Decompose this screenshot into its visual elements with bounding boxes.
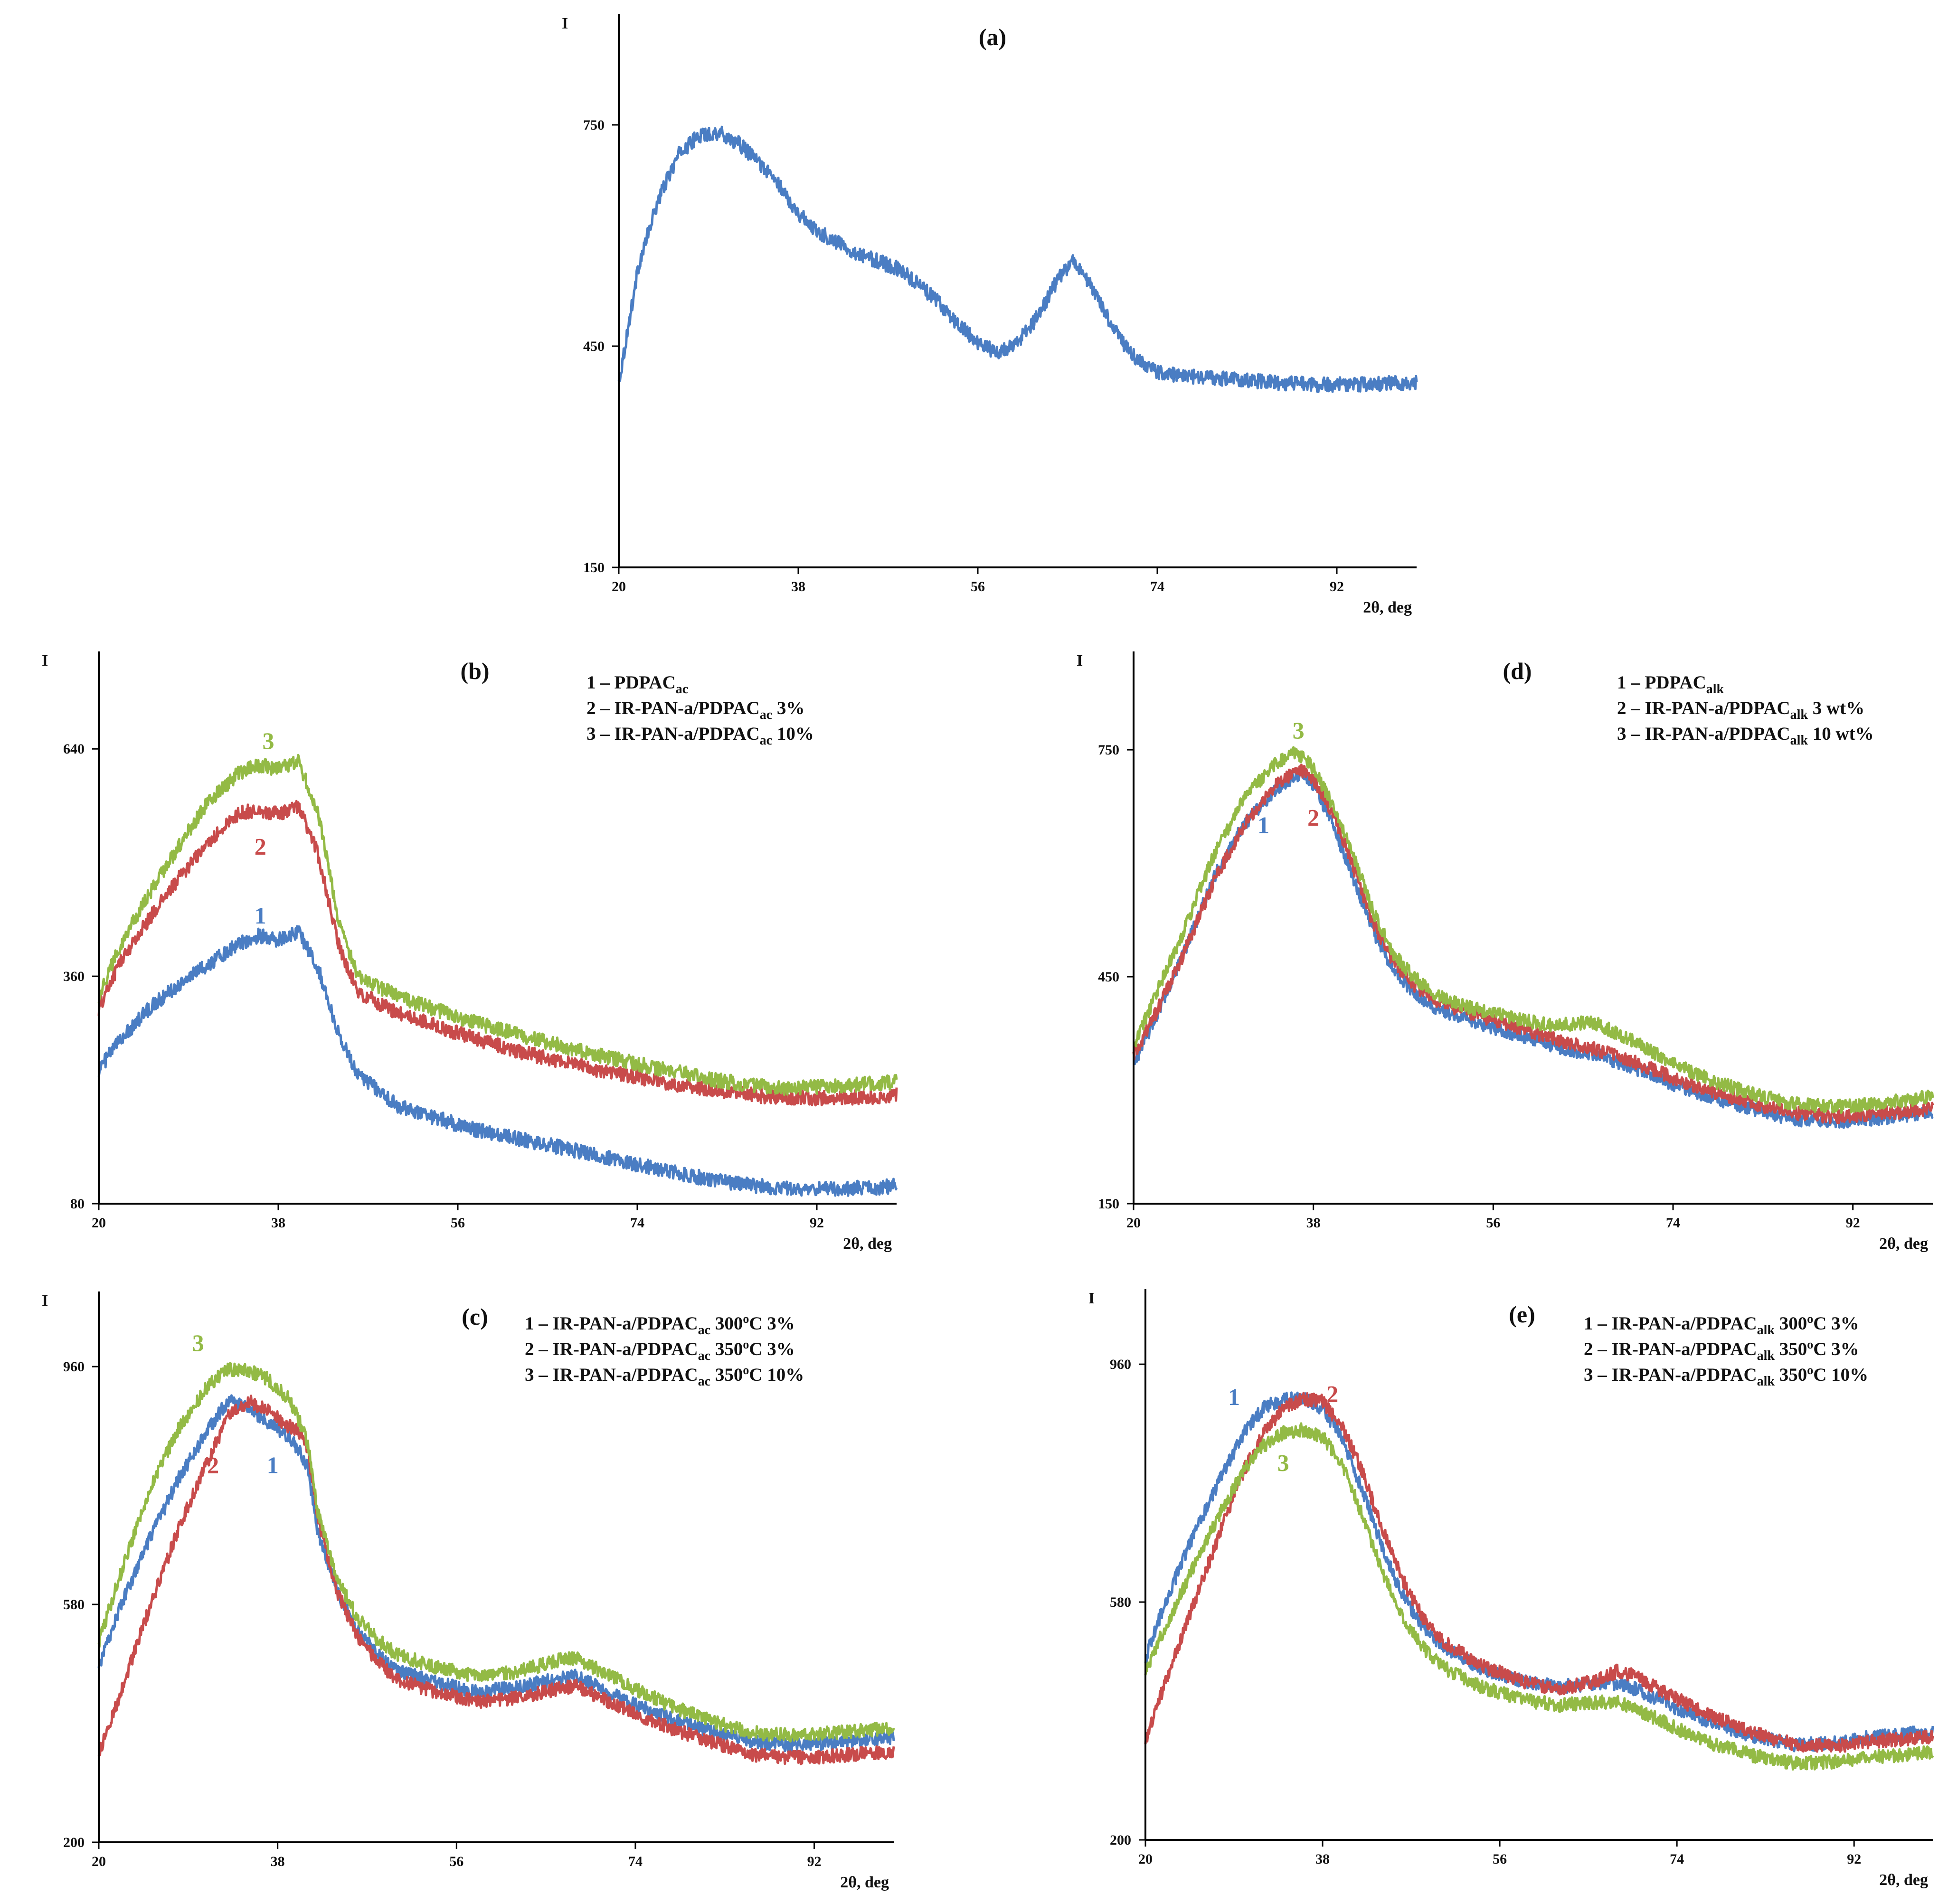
y-tick-label: 200: [1110, 1832, 1131, 1848]
series-line-2: [97, 800, 898, 1107]
series-line-1: [97, 925, 898, 1197]
x-axis-label: 2θ, deg: [1363, 599, 1412, 616]
y-tick-label: 150: [1098, 1196, 1119, 1212]
series-line-2: [1132, 763, 1934, 1124]
x-tick-label: 20: [1138, 1851, 1153, 1867]
x-tick-label: 20: [612, 579, 626, 594]
x-tick-label: 38: [791, 579, 805, 594]
chart-panel-e: (e) 20 38 56 74 92 200 580 960 I 2θ, deg 1 – IR-PA…: [1088, 1289, 1934, 1889]
y-tick-label: 960: [1110, 1357, 1131, 1372]
legend-entry-1: 1 – PDPACac: [586, 672, 688, 697]
y-tick-label: 360: [63, 969, 85, 984]
panel-title: (b): [460, 658, 489, 684]
curve-label-1: 1: [255, 902, 266, 929]
x-tick-label: 56: [1486, 1215, 1500, 1231]
panel-title: (d): [1503, 658, 1532, 684]
x-tick-label: 20: [1126, 1215, 1141, 1231]
legend-entry-3: 3 – IR-PAN-a/PDPACalk 350oC 10%: [1584, 1363, 1868, 1389]
curve-label-2: 2: [207, 1452, 219, 1478]
panel-title: (c): [462, 1303, 488, 1330]
legend-entry-3: 3 – IR-PAN-a/PDPACac 10%: [586, 724, 814, 748]
y-tick-label: 450: [583, 339, 605, 354]
x-axis-label: 2θ, deg: [840, 1874, 889, 1891]
y-tick-label: 150: [583, 560, 605, 575]
series-line-3: [1144, 1422, 1934, 1771]
curve-label-3: 3: [192, 1329, 204, 1356]
curve-label-2: 2: [1326, 1380, 1338, 1407]
chart-panel-d: (d) 20 38 56 74 92 150 450 750 I 2θ, deg 1 – PDPAC…: [1077, 651, 1934, 1253]
curve-label-1: 1: [1258, 811, 1269, 838]
x-tick-label: 74: [630, 1215, 644, 1231]
legend-entry-1: 1 – PDPACalk: [1617, 672, 1724, 697]
x-axis-label: 2θ, deg: [1879, 1235, 1928, 1253]
legend-entry-2: 2 – IR-PAN-a/PDPACac 350oC 3%: [525, 1338, 795, 1363]
legend-entry-2: 2 – IR-PAN-a/PDPACalk 350oC 3%: [1584, 1338, 1859, 1363]
x-tick-label: 74: [1666, 1215, 1680, 1231]
x-tick-label: 56: [449, 1854, 463, 1869]
x-tick-label: 92: [1330, 579, 1344, 594]
chart-panel-b: (b) 20 38 56 74 92 80 360 640 I 2θ, deg 1 – PDPACa…: [42, 651, 898, 1253]
y-tick-label: 640: [63, 741, 85, 757]
legend-entry-3: 3 – IR-PAN-a/PDPACalk 10 wt%: [1617, 724, 1874, 748]
x-tick-label: 74: [1670, 1851, 1684, 1867]
series-line-3: [1133, 746, 1934, 1114]
x-tick-label: 56: [971, 579, 985, 594]
curve-label-1: 1: [267, 1452, 279, 1478]
x-tick-label: 92: [807, 1854, 822, 1869]
x-tick-label: 92: [1846, 1215, 1860, 1231]
y-tick-label: 580: [63, 1597, 85, 1612]
series-line-2: [97, 1395, 895, 1765]
chart-panel-c: (c) 20 38 56 74 92 200 580 960 I 2θ, deg 1 – IR-PA…: [42, 1291, 895, 1891]
y-tick-label: 580: [1110, 1594, 1131, 1610]
x-tick-label: 38: [1306, 1215, 1321, 1231]
curve-label-3: 3: [263, 727, 274, 754]
x-tick-label: 38: [1315, 1851, 1330, 1867]
y-axis-label: I: [1077, 652, 1083, 669]
x-tick-label: 92: [810, 1215, 824, 1231]
x-tick-label: 38: [271, 1215, 285, 1231]
series-line-2: [1144, 1392, 1934, 1753]
y-tick-label: 750: [583, 117, 605, 133]
y-tick-label: 960: [63, 1359, 85, 1375]
x-axis-label: 2θ, deg: [843, 1235, 892, 1253]
x-tick-label: 92: [1847, 1851, 1861, 1867]
y-axis-label: I: [42, 652, 48, 669]
x-tick-label: 20: [92, 1854, 106, 1869]
y-tick-label: 200: [63, 1835, 85, 1850]
y-tick-label: 750: [1098, 742, 1119, 758]
curve-label-3: 3: [1277, 1449, 1289, 1476]
x-tick-label: 74: [1150, 579, 1164, 594]
series-line-3: [97, 754, 898, 1096]
panel-title: (a): [979, 24, 1006, 50]
legend-entry-1: 1 – IR-PAN-a/PDPACac 300oC 3%: [525, 1312, 795, 1338]
legend-entry-1: 1 – IR-PAN-a/PDPACalk 300oC 3%: [1584, 1312, 1859, 1338]
legend-entry-3: 3 – IR-PAN-a/PDPACac 350oC 10%: [525, 1363, 804, 1389]
series-line-3: [97, 1362, 895, 1743]
legend-entry-2: 2 – IR-PAN-a/PDPACalk 3 wt%: [1617, 698, 1864, 722]
legend-entry-2: 2 – IR-PAN-a/PDPACac 3%: [586, 698, 804, 722]
panel-title: (e): [1509, 1301, 1535, 1328]
y-tick-label: 450: [1098, 969, 1119, 985]
curve-label-2: 2: [255, 833, 266, 860]
x-tick-label: 20: [92, 1215, 106, 1231]
y-axis-label: I: [1088, 1290, 1095, 1307]
curve-label-1: 1: [1228, 1384, 1240, 1410]
y-axis-label: I: [42, 1292, 48, 1310]
y-axis-label: I: [562, 15, 568, 32]
curve-label-3: 3: [1293, 717, 1305, 744]
x-tick-label: 38: [271, 1854, 285, 1869]
chart-panel-a: (a) 20 38 56 74 92 150 450 750 I 2θ, deg: [562, 14, 1418, 616]
x-tick-label: 56: [451, 1215, 465, 1231]
y-tick-label: 80: [70, 1196, 85, 1212]
x-tick-label: 56: [1493, 1851, 1507, 1867]
series-line-a: [617, 125, 1418, 393]
x-tick-label: 74: [628, 1854, 643, 1869]
curve-label-2: 2: [1307, 804, 1319, 830]
x-axis-label: 2θ, deg: [1879, 1871, 1928, 1889]
